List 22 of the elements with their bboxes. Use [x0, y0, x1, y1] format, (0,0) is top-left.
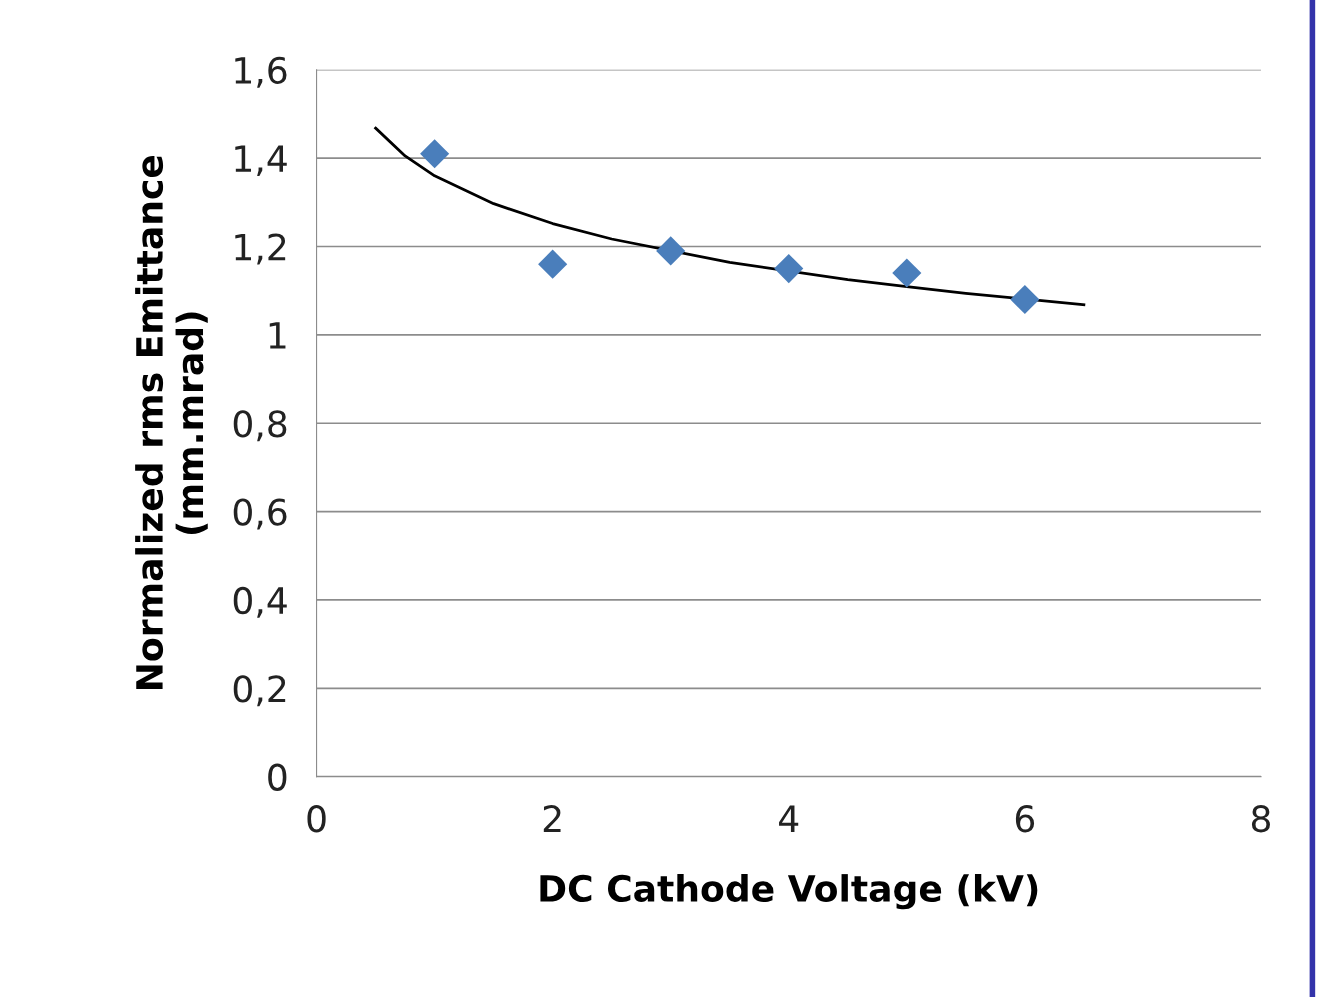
point: [420, 139, 450, 169]
x-tick-label: 4: [779, 805, 799, 832]
y-tick-label: 1,4: [235, 145, 287, 177]
point: [656, 236, 686, 266]
y-tick-label: 1,2: [235, 233, 286, 265]
x-axis-title: DC Cathode Voltage (kV): [540, 874, 1038, 910]
point: [538, 249, 568, 279]
point: [774, 254, 804, 284]
y-tick-label: 0,6: [233, 498, 287, 530]
x-tick-label: 2: [543, 805, 561, 832]
y-tick-label: 0,4: [233, 586, 287, 618]
x-tick-label: 6: [1015, 805, 1035, 833]
y-tick-label: 1: [269, 322, 286, 349]
y-tick-label: 0,8: [233, 410, 287, 442]
point: [1010, 284, 1040, 315]
y-tick-label: 0: [268, 763, 287, 791]
y-axis-title: Normalized rms Emittance (mm.mrad): [135, 155, 208, 690]
x-tick-label: 8: [1251, 805, 1270, 833]
y-tick-label: 0,2: [233, 675, 286, 707]
point: [892, 258, 922, 288]
y-tick-label: 1,6: [235, 56, 287, 88]
x-tick-label: 0: [307, 805, 326, 833]
